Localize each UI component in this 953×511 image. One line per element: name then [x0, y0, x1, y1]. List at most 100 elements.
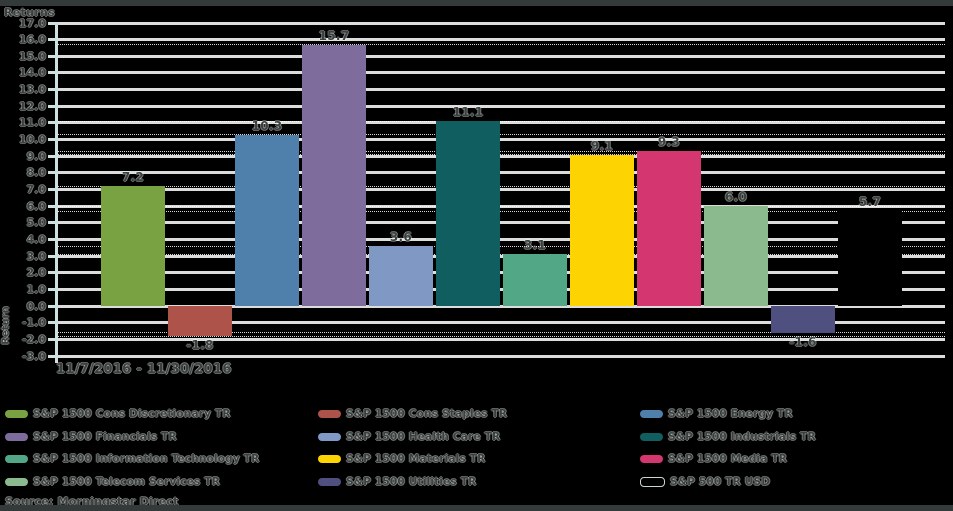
bar-value-label: 6.0 [724, 190, 748, 205]
y-tick-label: 7.0 [26, 183, 47, 196]
legend-swatch [318, 477, 341, 486]
y-tick-label: 12.0 [18, 99, 46, 113]
legend-item: S&P 1500 Energy TR [640, 408, 793, 420]
y-axis-tick [48, 254, 57, 258]
bar [101, 186, 165, 307]
y-tick-label: 5.0 [26, 216, 47, 230]
y-axis-tick [48, 138, 57, 142]
grid-line [57, 171, 945, 175]
grid-line [57, 321, 945, 325]
legend-item: S&P 1500 Media TR [640, 453, 787, 465]
legend-item: S&P 500 TR USD [640, 476, 770, 488]
y-axis-tick [48, 237, 57, 241]
legend-item: S&P 1500 Cons Discretionary TR [5, 408, 231, 420]
value-leader-line [57, 205, 945, 207]
legend-item: S&P 1500 Industrials TR [640, 431, 816, 443]
y-axis-tick [48, 304, 57, 308]
value-leader-line [57, 134, 945, 136]
legend-swatch [640, 476, 665, 487]
date-range-label: 11/7/2016 - 11/30/2016 [56, 362, 232, 377]
y-axis-tick [48, 188, 57, 191]
bar-value-label: 3.1 [523, 238, 547, 253]
chart-title: Returns [4, 6, 55, 19]
y-axis-tick [48, 204, 57, 208]
legend-label: S&P 1500 Cons Discretionary TR [33, 408, 231, 420]
value-leader-line [57, 150, 945, 152]
y-tick-label: 13.0 [18, 83, 46, 97]
legend-label: S&P 1500 Information Technology TR [33, 453, 260, 466]
bar-value-label: 9.1 [590, 138, 614, 153]
legend-label: S&P 1500 Health Care TR [346, 430, 501, 443]
bar [771, 306, 835, 333]
legend-label: S&P 1500 Utilities TR [346, 475, 477, 488]
value-leader-line [57, 120, 945, 122]
y-axis-tick [48, 154, 57, 158]
legend-item: S&P 1500 Telecom Services TR [5, 476, 220, 488]
legend-swatch [640, 432, 663, 441]
legend-label: S&P 1500 Financials TR [33, 430, 177, 443]
grid-line [57, 304, 945, 308]
legend-item: S&P 1500 Information Technology TR [5, 453, 259, 465]
legend-label: S&P 500 TR USD [670, 475, 771, 488]
bar [570, 154, 634, 307]
y-axis-tick [48, 104, 57, 108]
bar [637, 151, 701, 307]
y-axis-line [55, 23, 58, 363]
y-axis-tick [48, 221, 57, 225]
y-tick-label: 1.0 [26, 282, 47, 296]
legend-label: S&P 1500 Telecom Services TR [33, 475, 220, 488]
y-tick-label: 14.0 [18, 66, 46, 80]
grid-line [57, 121, 945, 125]
legend-item: S&P 1500 Financials TR [5, 431, 177, 443]
grid-line [57, 21, 945, 25]
grid-line [57, 154, 945, 158]
top-border-bar [0, 0, 953, 6]
legend-swatch [318, 455, 341, 464]
grid-line [57, 88, 945, 92]
y-tick-label: 0.0 [26, 299, 47, 313]
value-leader-line [57, 245, 945, 247]
value-leader-line [57, 185, 945, 187]
bar [704, 206, 768, 307]
grid-line [57, 221, 945, 225]
legend-item: S&P 1500 Health Care TR [318, 431, 500, 443]
legend-label: S&P 1500 Energy TR [668, 408, 793, 420]
bottom-border-bar [0, 505, 953, 511]
y-tick-label: 11.0 [18, 116, 46, 130]
legend-swatch [318, 410, 341, 418]
grid-line [57, 188, 945, 191]
grid-line [57, 254, 945, 258]
bar-value-label: 5.7 [858, 195, 882, 210]
legend-item: S&P 1500 Utilities TR [318, 476, 476, 488]
y-axis-tick [48, 337, 57, 341]
legend-swatch [640, 455, 663, 464]
bar-value-label: 7.2 [121, 170, 145, 185]
y-tick-label: 6.0 [26, 199, 47, 213]
y-axis-tick [48, 54, 57, 58]
grid-line [57, 337, 945, 341]
legend-label: S&P 1500 Cons Staples TR [346, 408, 508, 420]
y-tick-label: -2.0 [21, 332, 46, 346]
bar [302, 44, 366, 307]
legend-item: S&P 1500 Materials TR [318, 453, 485, 465]
legend-label: S&P 1500 Industrials TR [668, 430, 816, 443]
y-tick-label: -3.0 [21, 349, 46, 363]
bar-value-label: 3.6 [389, 230, 413, 245]
grid-line [57, 354, 945, 358]
bar [235, 134, 299, 307]
grid-line [57, 138, 945, 142]
y-axis-tick [48, 71, 57, 75]
grid-line [57, 104, 945, 108]
y-axis-tick [48, 287, 57, 291]
grid-line [57, 287, 945, 291]
value-leader-line [57, 210, 945, 212]
grid-line [57, 271, 945, 275]
value-leader-line [57, 154, 945, 156]
bar-value-label: -1.6 [789, 334, 817, 349]
legend-swatch [318, 432, 341, 441]
value-leader-line [57, 332, 945, 334]
value-leader-line [57, 44, 945, 46]
y-axis-tick [48, 88, 57, 92]
y-tick-label: 9.0 [26, 149, 47, 163]
